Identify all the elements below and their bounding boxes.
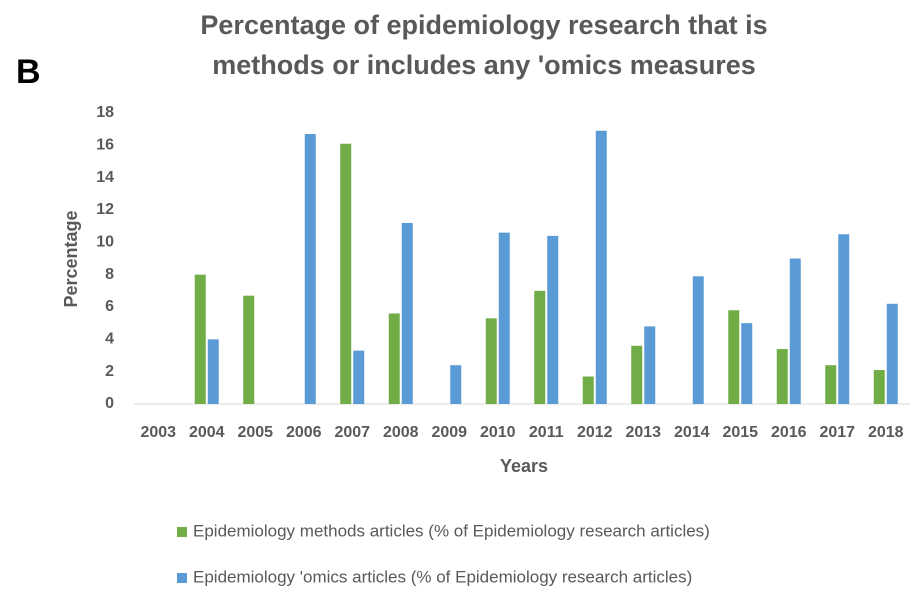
legend-swatch [177, 527, 187, 537]
x-tick-label: 2012 [577, 424, 613, 441]
bar [728, 310, 740, 404]
x-tick-label: 2004 [189, 424, 225, 441]
bar [873, 370, 885, 404]
bar [388, 313, 400, 404]
x-tick-label: 2017 [819, 424, 855, 441]
y-tick-label: 14 [96, 169, 114, 186]
bar [825, 365, 837, 404]
x-tick-label: 2010 [480, 424, 516, 441]
x-tick-label: 2015 [722, 424, 758, 441]
bar [485, 318, 497, 404]
bar [692, 276, 704, 404]
y-tick-label: 18 [96, 104, 114, 121]
legend-label: Epidemiology methods articles (% of Epid… [193, 521, 710, 540]
bar [353, 350, 365, 404]
legend-swatch [177, 573, 187, 583]
x-tick-label: 2009 [431, 424, 467, 441]
bar [595, 130, 607, 405]
bar [498, 232, 510, 404]
x-tick-label: 2008 [383, 424, 419, 441]
x-tick-label: 2006 [286, 424, 322, 441]
bar [582, 376, 594, 404]
bar [304, 134, 316, 404]
chart-title: Percentage of epidemiology research that… [200, 10, 767, 40]
x-tick-label: 2016 [771, 424, 807, 441]
x-tick-label: 2011 [529, 424, 564, 441]
bar [340, 143, 352, 404]
y-tick-label: 8 [105, 266, 114, 283]
y-tick-label: 16 [96, 137, 114, 154]
y-axis-title: Percentage [61, 210, 81, 307]
bar [644, 326, 656, 404]
y-tick-label: 6 [105, 298, 114, 315]
bar [401, 222, 413, 404]
x-axis-title: Years [500, 456, 548, 476]
bar [194, 274, 206, 404]
y-tick-label: 0 [105, 395, 114, 412]
y-tick-label: 12 [96, 201, 114, 218]
bar [534, 290, 546, 404]
chart-title: methods or includes any 'omics measures [212, 50, 756, 80]
y-tick-label: 4 [105, 331, 114, 348]
legend-label: Epidemiology 'omics articles (% of Epide… [193, 567, 692, 586]
bar [243, 295, 255, 404]
y-tick-label: 2 [105, 363, 114, 380]
x-tick-label: 2013 [625, 424, 661, 441]
x-tick-label: 2014 [674, 424, 710, 441]
bar [838, 234, 850, 404]
bar [741, 323, 753, 404]
panel-label: B [16, 53, 41, 91]
bar [450, 365, 462, 404]
bar [886, 303, 898, 404]
bar [547, 235, 559, 404]
y-tick-label: 10 [96, 234, 114, 251]
bar [207, 339, 219, 404]
x-tick-label: 2003 [140, 424, 176, 441]
bar [776, 349, 788, 404]
x-tick-label: 2005 [237, 424, 273, 441]
bar [631, 345, 643, 404]
x-tick-label: 2018 [868, 424, 904, 441]
x-tick-label: 2007 [334, 424, 370, 441]
bar [789, 258, 801, 404]
